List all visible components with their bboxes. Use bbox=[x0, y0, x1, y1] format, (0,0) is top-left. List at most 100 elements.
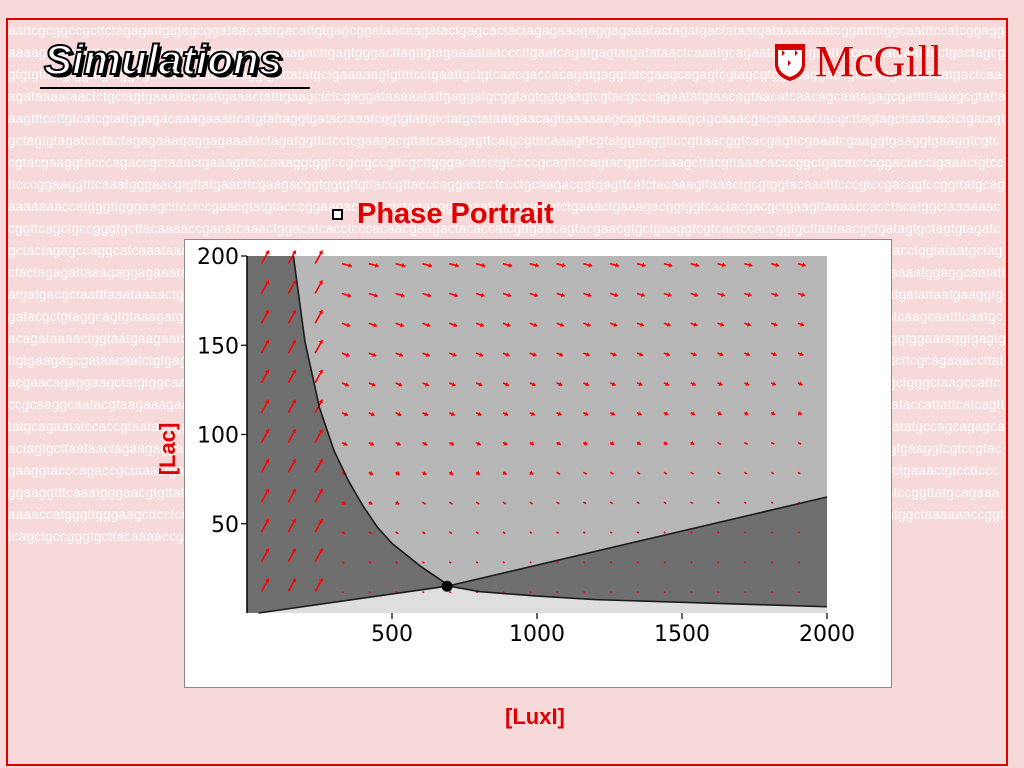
vector-arrowhead bbox=[532, 352, 537, 357]
vector-arrow bbox=[448, 590, 452, 594]
vector-arrowhead bbox=[372, 352, 377, 358]
vector-arrowhead bbox=[395, 471, 400, 476]
vector-arrow bbox=[368, 531, 373, 535]
vector-arrow bbox=[636, 471, 641, 475]
phase-portrait-plot: 50 100 150 200 500 1000 1500 2000 bbox=[197, 245, 855, 647]
vector-arrow bbox=[797, 561, 801, 564]
vector-arrow bbox=[690, 501, 694, 505]
vector-arrow bbox=[448, 501, 453, 505]
vector-arrow bbox=[502, 561, 506, 564]
fixed-point bbox=[441, 580, 453, 592]
vector-arrowhead bbox=[343, 441, 348, 446]
vector-arrowhead bbox=[265, 280, 270, 285]
vector-arrow bbox=[583, 471, 588, 475]
vector-arrowhead bbox=[344, 382, 349, 387]
vector-arrow bbox=[770, 590, 774, 594]
vector-arrowhead bbox=[291, 459, 297, 464]
vector-arrowhead bbox=[637, 411, 642, 416]
vector-arrow bbox=[690, 471, 694, 475]
vector-arrowhead bbox=[265, 578, 270, 583]
vector-arrowhead bbox=[291, 548, 297, 553]
vector-arrowhead bbox=[799, 351, 804, 357]
vector-arrowhead bbox=[746, 351, 750, 357]
vector-arrowhead bbox=[663, 440, 668, 446]
vector-arrowhead bbox=[641, 262, 646, 268]
vector-arrowhead bbox=[318, 339, 323, 344]
vector-arrowhead bbox=[638, 381, 643, 387]
vector-arrow bbox=[743, 590, 747, 594]
vector-arrowhead bbox=[345, 352, 350, 358]
vector-arrowhead bbox=[533, 322, 538, 328]
vector-arrowhead bbox=[798, 381, 803, 386]
vector-arrowhead bbox=[775, 262, 780, 268]
vector-arrowhead bbox=[611, 381, 616, 387]
vector-arrowhead bbox=[318, 578, 323, 583]
vector-arrowhead bbox=[503, 441, 508, 446]
vector-arrowhead bbox=[423, 441, 428, 446]
vector-arrowhead bbox=[291, 429, 297, 434]
vector-arrow bbox=[663, 501, 667, 505]
vector-arrowhead bbox=[475, 470, 480, 476]
vector-arrow bbox=[421, 590, 425, 594]
vector-arrow bbox=[717, 441, 722, 446]
vector-arrow bbox=[582, 531, 586, 534]
vector-arrowhead bbox=[424, 382, 429, 387]
vector-arrowhead bbox=[481, 262, 486, 268]
vector-arrowhead bbox=[504, 411, 509, 416]
vector-arrow bbox=[797, 441, 802, 445]
vector-arrowhead bbox=[453, 322, 458, 328]
vector-arrow bbox=[502, 501, 507, 505]
vector-arrow bbox=[529, 531, 533, 535]
vector-arrowhead bbox=[368, 500, 373, 505]
vector-arrowhead bbox=[265, 369, 270, 374]
vector-arrow bbox=[341, 531, 346, 535]
vector-arrowhead bbox=[718, 381, 723, 386]
vector-arrow bbox=[797, 590, 801, 594]
vector-arrowhead bbox=[666, 322, 671, 327]
vector-arrowhead bbox=[291, 489, 297, 493]
vector-arrowhead bbox=[374, 263, 379, 268]
vector-arrowhead bbox=[773, 322, 778, 327]
vector-arrowhead bbox=[588, 262, 593, 268]
vector-arrowhead bbox=[479, 322, 484, 328]
vector-arrowhead bbox=[639, 352, 644, 357]
vector-arrowhead bbox=[587, 292, 592, 298]
vector-arrow bbox=[582, 561, 586, 564]
vector-arrowhead bbox=[369, 441, 374, 446]
vector-arrowhead bbox=[561, 262, 566, 268]
vector-arrow bbox=[609, 531, 613, 534]
vector-arrow bbox=[690, 561, 693, 564]
vector-arrowhead bbox=[265, 250, 270, 255]
section-heading-text: Phase Portrait bbox=[357, 198, 554, 230]
vector-arrowhead bbox=[265, 399, 270, 404]
vector-arrowhead bbox=[397, 411, 402, 417]
vector-arrowhead bbox=[343, 411, 348, 417]
vector-arrowhead bbox=[371, 382, 376, 387]
vector-arrow bbox=[582, 501, 587, 505]
vector-arrowhead bbox=[664, 411, 669, 416]
vector-arrow bbox=[448, 561, 452, 564]
vector-arrowhead bbox=[477, 411, 482, 417]
vector-arrowhead bbox=[721, 262, 726, 268]
vector-arrowhead bbox=[265, 339, 270, 344]
vector-arrowhead bbox=[480, 292, 485, 298]
vector-arrowhead bbox=[341, 500, 346, 505]
vector-arrow bbox=[636, 561, 640, 564]
region-upper-mid bbox=[293, 256, 827, 587]
vector-arrowhead bbox=[584, 411, 589, 416]
vector-arrowhead bbox=[426, 322, 431, 328]
vector-arrowhead bbox=[265, 518, 270, 523]
vector-arrow bbox=[609, 501, 614, 505]
section-heading: Phase Portrait bbox=[332, 198, 554, 231]
vector-arrow bbox=[556, 531, 560, 534]
vector-arrowhead bbox=[614, 292, 619, 298]
vector-arrowhead bbox=[478, 382, 483, 387]
vector-arrowhead bbox=[450, 441, 454, 446]
vector-arrowhead bbox=[610, 440, 615, 446]
vector-arrow bbox=[529, 561, 532, 564]
y-tick-label: 50 bbox=[211, 513, 239, 538]
vector-arrowhead bbox=[774, 292, 779, 297]
vector-arrow bbox=[717, 471, 721, 475]
region-right-dark bbox=[447, 496, 827, 607]
vector-arrowhead bbox=[530, 411, 535, 416]
